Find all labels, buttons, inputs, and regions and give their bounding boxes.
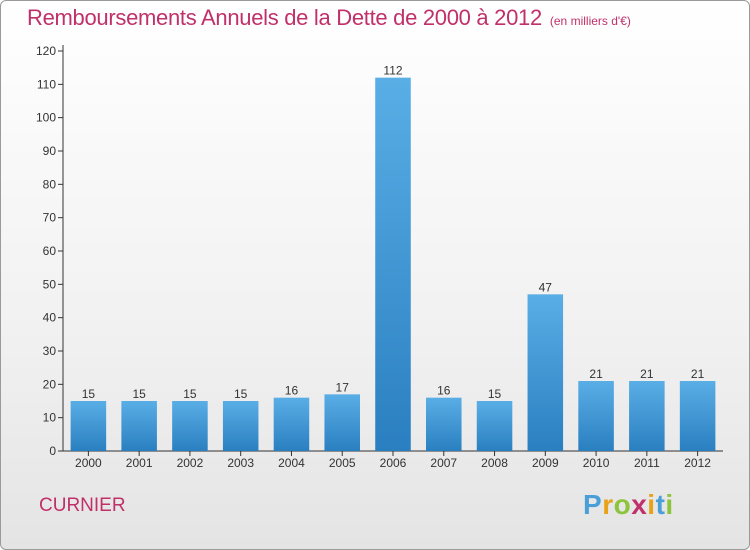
x-tick-label: 2012: [684, 456, 711, 470]
y-tick-label: 90: [43, 144, 57, 158]
proxiti-logo: Proxiti: [583, 489, 674, 521]
y-tick-label: 10: [43, 411, 57, 425]
bar-2005: [324, 394, 360, 451]
y-tick-label: 50: [43, 277, 57, 291]
bar-2011: [629, 381, 665, 451]
x-tick-label: 2007: [430, 456, 457, 470]
logo-letter: t: [655, 489, 666, 520]
commune-name: CURNIER: [39, 495, 126, 516]
bar-2012: [679, 381, 716, 451]
y-axis: 0 10 20 30 40 50 60 70 80 90 100 110 120: [36, 44, 64, 458]
bar-2002: [172, 401, 208, 451]
y-tick-label: 30: [43, 344, 57, 358]
x-tick-label: 2006: [380, 456, 407, 470]
x-tick-label: 2005: [329, 456, 356, 470]
data-label-2001: 15: [132, 387, 146, 401]
y-tick-label: 60: [43, 244, 57, 258]
x-tick-label: 2011: [634, 456, 660, 470]
data-label-2005: 17: [336, 380, 350, 394]
data-label-2009: 47: [539, 280, 553, 294]
logo-letter: r: [602, 489, 614, 520]
data-labels: 15 15 15 15 16 17 112 16 15 47 21 21 21: [82, 64, 705, 401]
y-tick-label: 40: [43, 311, 57, 325]
logo-letter: i: [665, 489, 674, 520]
chart-title: Remboursements Annuels de la Dette de 20…: [27, 5, 631, 31]
data-label-2004: 16: [285, 384, 299, 398]
logo-letter: i: [647, 489, 656, 520]
x-tick-label: 2008: [481, 456, 508, 470]
bars: [70, 77, 716, 452]
bar-2008: [476, 401, 513, 451]
chart-title-text: Remboursements Annuels de la Dette de 20…: [27, 5, 542, 30]
bar-2010: [578, 381, 614, 451]
bar-2009: [527, 294, 564, 451]
x-tick-label: 2002: [177, 456, 204, 470]
y-tick-label: 70: [43, 211, 57, 225]
bar-2004: [273, 397, 310, 451]
data-label-2003: 15: [234, 387, 248, 401]
x-tick-label: 2010: [583, 456, 610, 470]
x-tick-label: 2003: [227, 456, 254, 470]
y-tick-label: 80: [43, 177, 57, 191]
x-axis: 2000 2001 2002 2003 2004 2005 2006 2007 2008 2009…: [63, 450, 723, 470]
x-tick-label: 2009: [532, 456, 559, 470]
y-tick-label: 120: [36, 44, 56, 58]
y-tick-label: 0: [49, 444, 56, 458]
x-tick-label: 2004: [278, 456, 305, 470]
y-tick-label: 110: [37, 77, 56, 91]
bar-2000: [70, 401, 107, 451]
chart-subtitle: (en milliers d'€): [549, 14, 631, 28]
logo-letter: x: [631, 489, 648, 520]
bar-2001: [121, 401, 157, 451]
data-label-2011: 21: [640, 367, 654, 381]
bar-2006: [375, 77, 411, 452]
x-tick-label: 2000: [75, 456, 102, 470]
y-tick-label: 20: [43, 377, 57, 391]
data-label-2002: 15: [183, 387, 197, 401]
y-tick-label: 100: [36, 111, 56, 125]
data-label-2000: 15: [82, 387, 96, 401]
data-label-2006: 112: [383, 64, 402, 78]
data-label-2008: 15: [488, 387, 502, 401]
data-label-2007: 16: [437, 384, 451, 398]
data-label-2010: 21: [589, 367, 603, 381]
data-label-2012: 21: [691, 367, 705, 381]
logo-letter: P: [583, 489, 603, 520]
x-tick-label: 2001: [126, 456, 153, 470]
bar-2003: [222, 401, 259, 451]
bar-2007: [426, 397, 462, 451]
logo-letter: o: [613, 489, 632, 520]
